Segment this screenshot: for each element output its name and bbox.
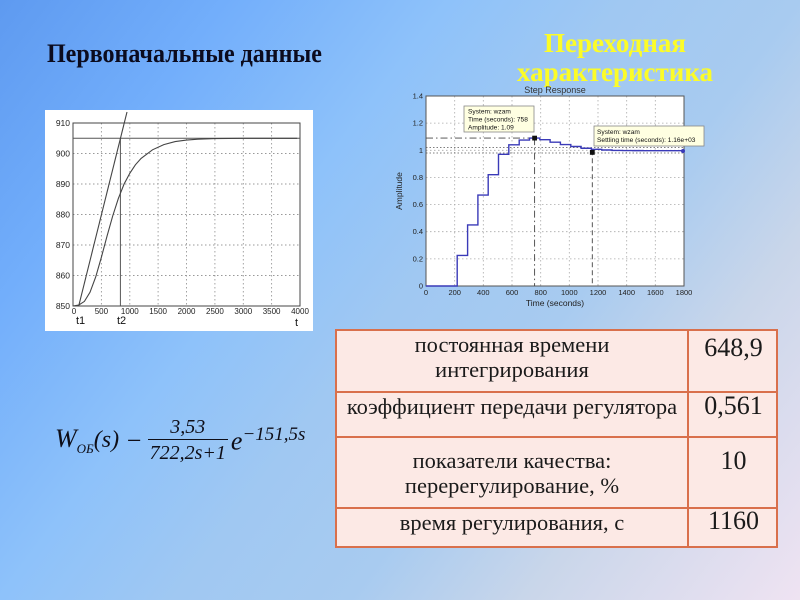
svg-text:850: 850: [56, 301, 70, 311]
svg-text:System: wzam: System: wzam: [597, 129, 640, 136]
svg-text:2500: 2500: [206, 307, 224, 316]
svg-text:Time (seconds): 758: Time (seconds): 758: [468, 117, 528, 124]
svg-text:890: 890: [56, 179, 70, 189]
svg-text:0.6: 0.6: [413, 200, 423, 209]
svg-text:0.2: 0.2: [413, 254, 423, 263]
svg-text:System: wzam: System: wzam: [468, 109, 511, 116]
svg-text:600: 600: [506, 288, 519, 297]
svg-text:400: 400: [477, 288, 490, 297]
svg-text:1400: 1400: [618, 288, 635, 297]
svg-text:1.4: 1.4: [413, 92, 423, 101]
svg-text:1200: 1200: [590, 288, 607, 297]
svg-text:500: 500: [95, 307, 109, 316]
svg-text:0.8: 0.8: [413, 173, 423, 182]
svg-text:0.4: 0.4: [413, 227, 423, 236]
svg-text:1600: 1600: [647, 288, 664, 297]
svg-text:1: 1: [419, 146, 423, 155]
svg-text:1000: 1000: [561, 288, 578, 297]
svg-text:0: 0: [419, 282, 423, 291]
svg-text:t: t: [295, 317, 298, 329]
svg-text:0: 0: [424, 288, 428, 297]
svg-text:2000: 2000: [178, 307, 196, 316]
svg-text:t2: t2: [117, 315, 126, 327]
svg-text:910: 910: [56, 118, 70, 128]
svg-text:860: 860: [56, 271, 70, 281]
svg-text:800: 800: [534, 288, 547, 297]
svg-text:Amplitude: 1.09: Amplitude: 1.09: [468, 125, 514, 132]
svg-text:0: 0: [72, 307, 77, 316]
svg-text:Settling time (seconds): 1.16e: Settling time (seconds): 1.16e+03: [597, 137, 696, 144]
svg-text:1500: 1500: [149, 307, 167, 316]
svg-text:Amplitude: Amplitude: [394, 172, 404, 210]
svg-text:1.2: 1.2: [413, 119, 423, 128]
svg-text:880: 880: [56, 210, 70, 220]
svg-text:870: 870: [56, 240, 70, 250]
svg-text:3000: 3000: [234, 307, 252, 316]
svg-text:200: 200: [448, 288, 461, 297]
svg-text:t1: t1: [76, 315, 85, 327]
svg-text:3500: 3500: [263, 307, 281, 316]
svg-text:1800: 1800: [676, 288, 693, 297]
svg-text:4000: 4000: [291, 307, 309, 316]
svg-text:900: 900: [56, 149, 70, 159]
svg-text:Time (seconds): Time (seconds): [526, 298, 584, 308]
svg-text:1000: 1000: [121, 307, 139, 316]
svg-text:Step Response: Step Response: [524, 85, 586, 95]
